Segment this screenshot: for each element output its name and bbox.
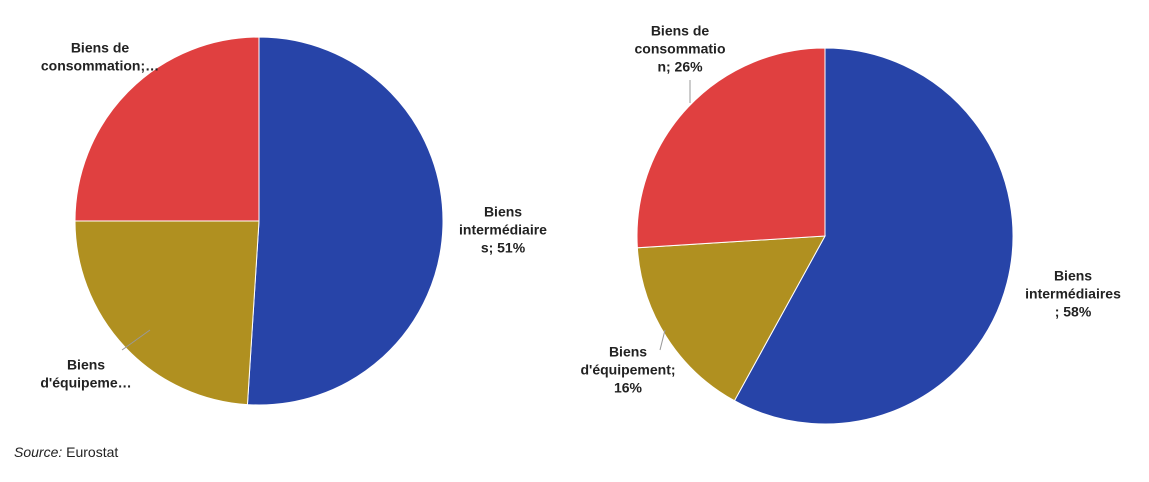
pie-slice: [74, 36, 260, 222]
data-label: Biens: [609, 344, 647, 360]
data-label: Biens: [1054, 268, 1092, 284]
source-note: Source: Eurostat: [14, 444, 118, 460]
data-label: d'équipeme…: [40, 375, 131, 391]
data-label: d'équipement;: [580, 362, 675, 378]
data-label: Biens: [67, 357, 105, 373]
data-label: Biens de: [651, 23, 710, 39]
data-label: Biens: [484, 204, 522, 220]
data-label: consommation;…: [41, 58, 159, 74]
data-label: s; 51%: [481, 240, 526, 256]
pie-slice: [733, 47, 1014, 425]
pie-slice: [74, 220, 260, 406]
data-label: Biens de: [71, 40, 130, 56]
chart: Biens intermédiaire s; 51% Biens d'équipeme……: [40, 23, 1121, 425]
data-label: n; 26%: [657, 59, 703, 75]
source-text: Eurostat: [66, 444, 119, 460]
pie-slice: [246, 36, 444, 406]
source-label: Source:: [14, 444, 63, 460]
data-label: intermédiaires: [1025, 286, 1121, 302]
data-label: ; 58%: [1055, 304, 1092, 320]
data-label: 16%: [614, 380, 643, 396]
leader-line: [121, 329, 151, 351]
data-label: intermédiaire: [459, 222, 547, 238]
pie-slice: [636, 47, 826, 249]
pie-slice: [636, 235, 826, 402]
data-label: consommatio: [634, 41, 725, 57]
leader-line: [659, 329, 666, 351]
